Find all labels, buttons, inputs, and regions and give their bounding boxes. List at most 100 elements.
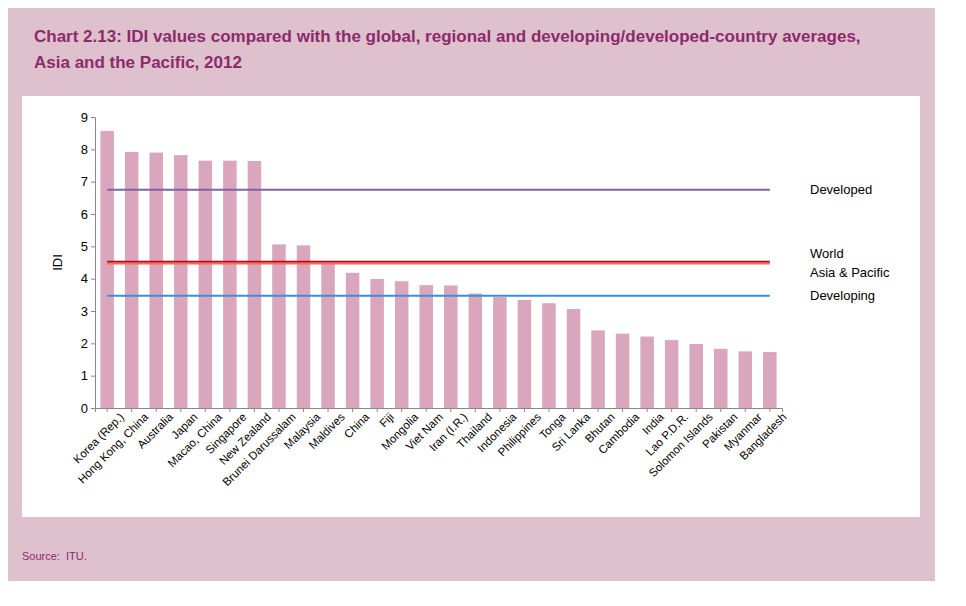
- x-tick-mark: [377, 408, 378, 412]
- x-tick-mark: [696, 408, 697, 412]
- y-tick-label: 5: [81, 239, 88, 254]
- series-label: Asia & Pacific: [810, 265, 890, 280]
- y-tick-label: 3: [81, 304, 88, 319]
- x-tick-mark: [328, 408, 329, 412]
- x-tick-mark: [131, 408, 132, 412]
- frame: [8, 8, 935, 581]
- bar: [149, 153, 162, 408]
- bar: [100, 131, 113, 408]
- x-tick-mark: [450, 408, 451, 412]
- y-tick: 4: [81, 271, 95, 286]
- reference-line: [107, 295, 770, 297]
- x-tick-mark: [647, 408, 648, 412]
- x-tick-mark: [254, 408, 255, 412]
- x-axis: Korea (Rep.)Hong Kong, ChinaAustraliaJap…: [71, 408, 789, 488]
- y-axis: 0 1 2 3 4 5 6 7 8 9: [81, 110, 96, 416]
- bar: [395, 281, 408, 408]
- y-tick-label: 7: [81, 174, 88, 189]
- source: Source: ITU.: [22, 550, 87, 562]
- x-axis-line: [96, 409, 783, 413]
- y-tick: 3: [81, 304, 95, 319]
- y-tick: 7: [81, 174, 95, 189]
- bar: [444, 285, 457, 408]
- y-tick-mark: [91, 214, 95, 215]
- y-tick: 1: [81, 368, 95, 383]
- x-tick-mark: [573, 408, 574, 412]
- y-tick-label: 9: [81, 110, 88, 125]
- x-tick-mark: [548, 408, 549, 412]
- x-tick-mark: [671, 408, 672, 412]
- y-axis-line: [91, 118, 96, 409]
- y-tick-label: 0: [81, 401, 88, 416]
- bar: [469, 294, 482, 408]
- x-tick-mark: [769, 408, 770, 412]
- y-tick: 9: [81, 110, 95, 125]
- bar: [640, 337, 653, 408]
- x-tick-label: Bangladesh: [737, 411, 788, 462]
- x-tick: China: [342, 408, 372, 440]
- x-tick-label: Fiji: [377, 411, 396, 430]
- bar: [321, 263, 334, 408]
- bar: [199, 161, 212, 408]
- bar: [248, 161, 261, 408]
- x-tick-label: Maldives: [306, 410, 347, 451]
- bar: [174, 155, 187, 408]
- bar: [297, 245, 310, 408]
- bar: [223, 161, 236, 408]
- bar: [616, 334, 629, 408]
- bar: [419, 285, 432, 408]
- reference-line: [107, 189, 770, 191]
- y-tick: 0: [81, 401, 95, 416]
- y-tick-mark: [91, 343, 95, 344]
- series-label: Developed: [810, 182, 872, 197]
- x-tick: Australia: [135, 408, 176, 451]
- bar: [518, 300, 531, 408]
- x-tick-label: Australia: [135, 410, 176, 451]
- y-axis-title: IDI: [50, 254, 65, 271]
- x-tick-mark: [107, 408, 108, 412]
- x-tick-mark: [229, 408, 230, 412]
- bar: [370, 279, 383, 408]
- x-tick-mark: [499, 408, 500, 412]
- x-tick-mark: [352, 408, 353, 412]
- x-tick-mark: [303, 408, 304, 412]
- x-tick: Cambodia: [596, 408, 642, 456]
- bar: [272, 244, 285, 408]
- y-tick-label: 2: [81, 336, 88, 351]
- plot-marks: [100, 131, 776, 408]
- bar: [714, 349, 727, 408]
- bar: [591, 330, 604, 408]
- x-tick: Maldives: [306, 408, 347, 451]
- bar: [567, 309, 580, 408]
- y-tick: 2: [81, 336, 95, 351]
- x-tick: Bangladesh: [737, 408, 788, 462]
- y-tick: 5: [81, 239, 95, 254]
- bar: [665, 340, 678, 408]
- chart: Chart 2.13: IDI values compared with the…: [0, 0, 966, 606]
- y-tick-label: 4: [81, 271, 88, 286]
- x-tick-mark: [401, 408, 402, 412]
- reference-line: [107, 261, 770, 263]
- x-tick-mark: [720, 408, 721, 412]
- y-tick: 6: [81, 207, 95, 222]
- y-tick-label: 1: [81, 368, 88, 383]
- x-tick-label: China: [342, 410, 372, 440]
- bar: [763, 352, 776, 408]
- x-tick: Fiji: [377, 408, 396, 430]
- bar: [739, 351, 752, 408]
- y-tick-label: 8: [81, 142, 88, 157]
- y-tick-mark: [91, 182, 95, 183]
- y-tick-label: 6: [81, 207, 88, 222]
- title: Chart 2.13: IDI values compared with the…: [34, 27, 861, 72]
- series-label: Developing: [810, 288, 875, 303]
- x-tick-mark: [524, 408, 525, 412]
- x-tick-mark: [622, 408, 623, 412]
- y-tick-mark: [91, 149, 95, 150]
- x-tick-mark: [598, 408, 599, 412]
- y-tick-mark: [91, 117, 95, 118]
- x-tick-mark: [156, 408, 157, 412]
- x-tick-mark: [180, 408, 181, 412]
- series-label: World: [810, 246, 844, 261]
- y-tick-mark: [91, 311, 95, 312]
- bar: [689, 344, 702, 408]
